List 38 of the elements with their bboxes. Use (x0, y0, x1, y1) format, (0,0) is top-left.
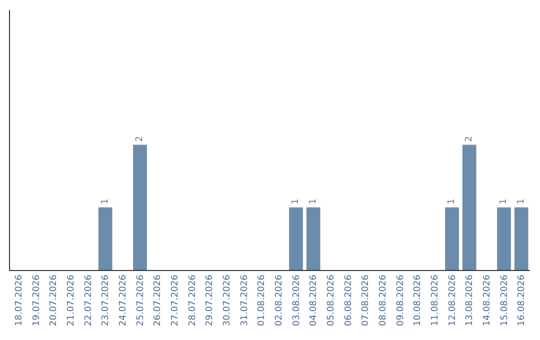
x-tick-label: 13.08.2026 (465, 274, 476, 326)
data-label: 1 (516, 198, 526, 204)
x-tick-label: 31.07.2026 (240, 274, 250, 326)
x-tick-label: 30.07.2026 (222, 274, 233, 326)
x-tick-label: 15.08.2026 (500, 274, 510, 326)
data-label: 2 (464, 136, 474, 142)
x-tick-label: 01.08.2026 (257, 274, 268, 326)
x-tick-label: 23.07.2026 (101, 274, 112, 326)
x-tick-label: 19.07.2026 (32, 274, 42, 326)
x-tick-label: 16.08.2026 (517, 274, 528, 326)
x-tick-label: 28.07.2026 (188, 274, 198, 326)
x-tick-label: 06.08.2026 (344, 274, 354, 326)
x-tick-label: 04.08.2026 (309, 274, 320, 326)
data-label: 1 (499, 198, 509, 204)
x-tick-label: 26.07.2026 (153, 274, 164, 326)
data-label: 1 (291, 198, 301, 204)
x-tick-label: 24.07.2026 (118, 274, 129, 326)
data-label: 1 (308, 198, 318, 204)
x-tick-label: 07.08.2026 (361, 274, 372, 326)
x-tick-label: 11.08.2026 (430, 274, 441, 326)
x-tick-label: 05.08.2026 (326, 274, 337, 326)
x-tick-label: 18.07.2026 (14, 274, 25, 326)
x-tick-label: 03.08.2026 (292, 274, 302, 326)
x-tick-label: 22.07.2026 (84, 274, 94, 326)
x-tick-label: 10.08.2026 (413, 274, 424, 326)
data-label: 2 (135, 136, 145, 142)
data-label: 1 (447, 198, 457, 204)
x-tick-label: 08.08.2026 (378, 274, 389, 326)
x-tick-label: 14.08.2026 (482, 274, 493, 326)
x-tick-label: 25.07.2026 (136, 274, 146, 326)
x-tick-label: 29.07.2026 (205, 274, 216, 326)
x-tick-label: 21.07.2026 (66, 274, 77, 326)
data-label: 1 (100, 198, 110, 204)
x-tick-label: 09.08.2026 (396, 274, 406, 326)
x-tick-label: 20.07.2026 (49, 274, 60, 326)
x-tick-label: 02.08.2026 (274, 274, 285, 326)
x-tick-label: 12.08.2026 (448, 274, 458, 326)
x-tick-label: 27.07.2026 (170, 274, 181, 326)
